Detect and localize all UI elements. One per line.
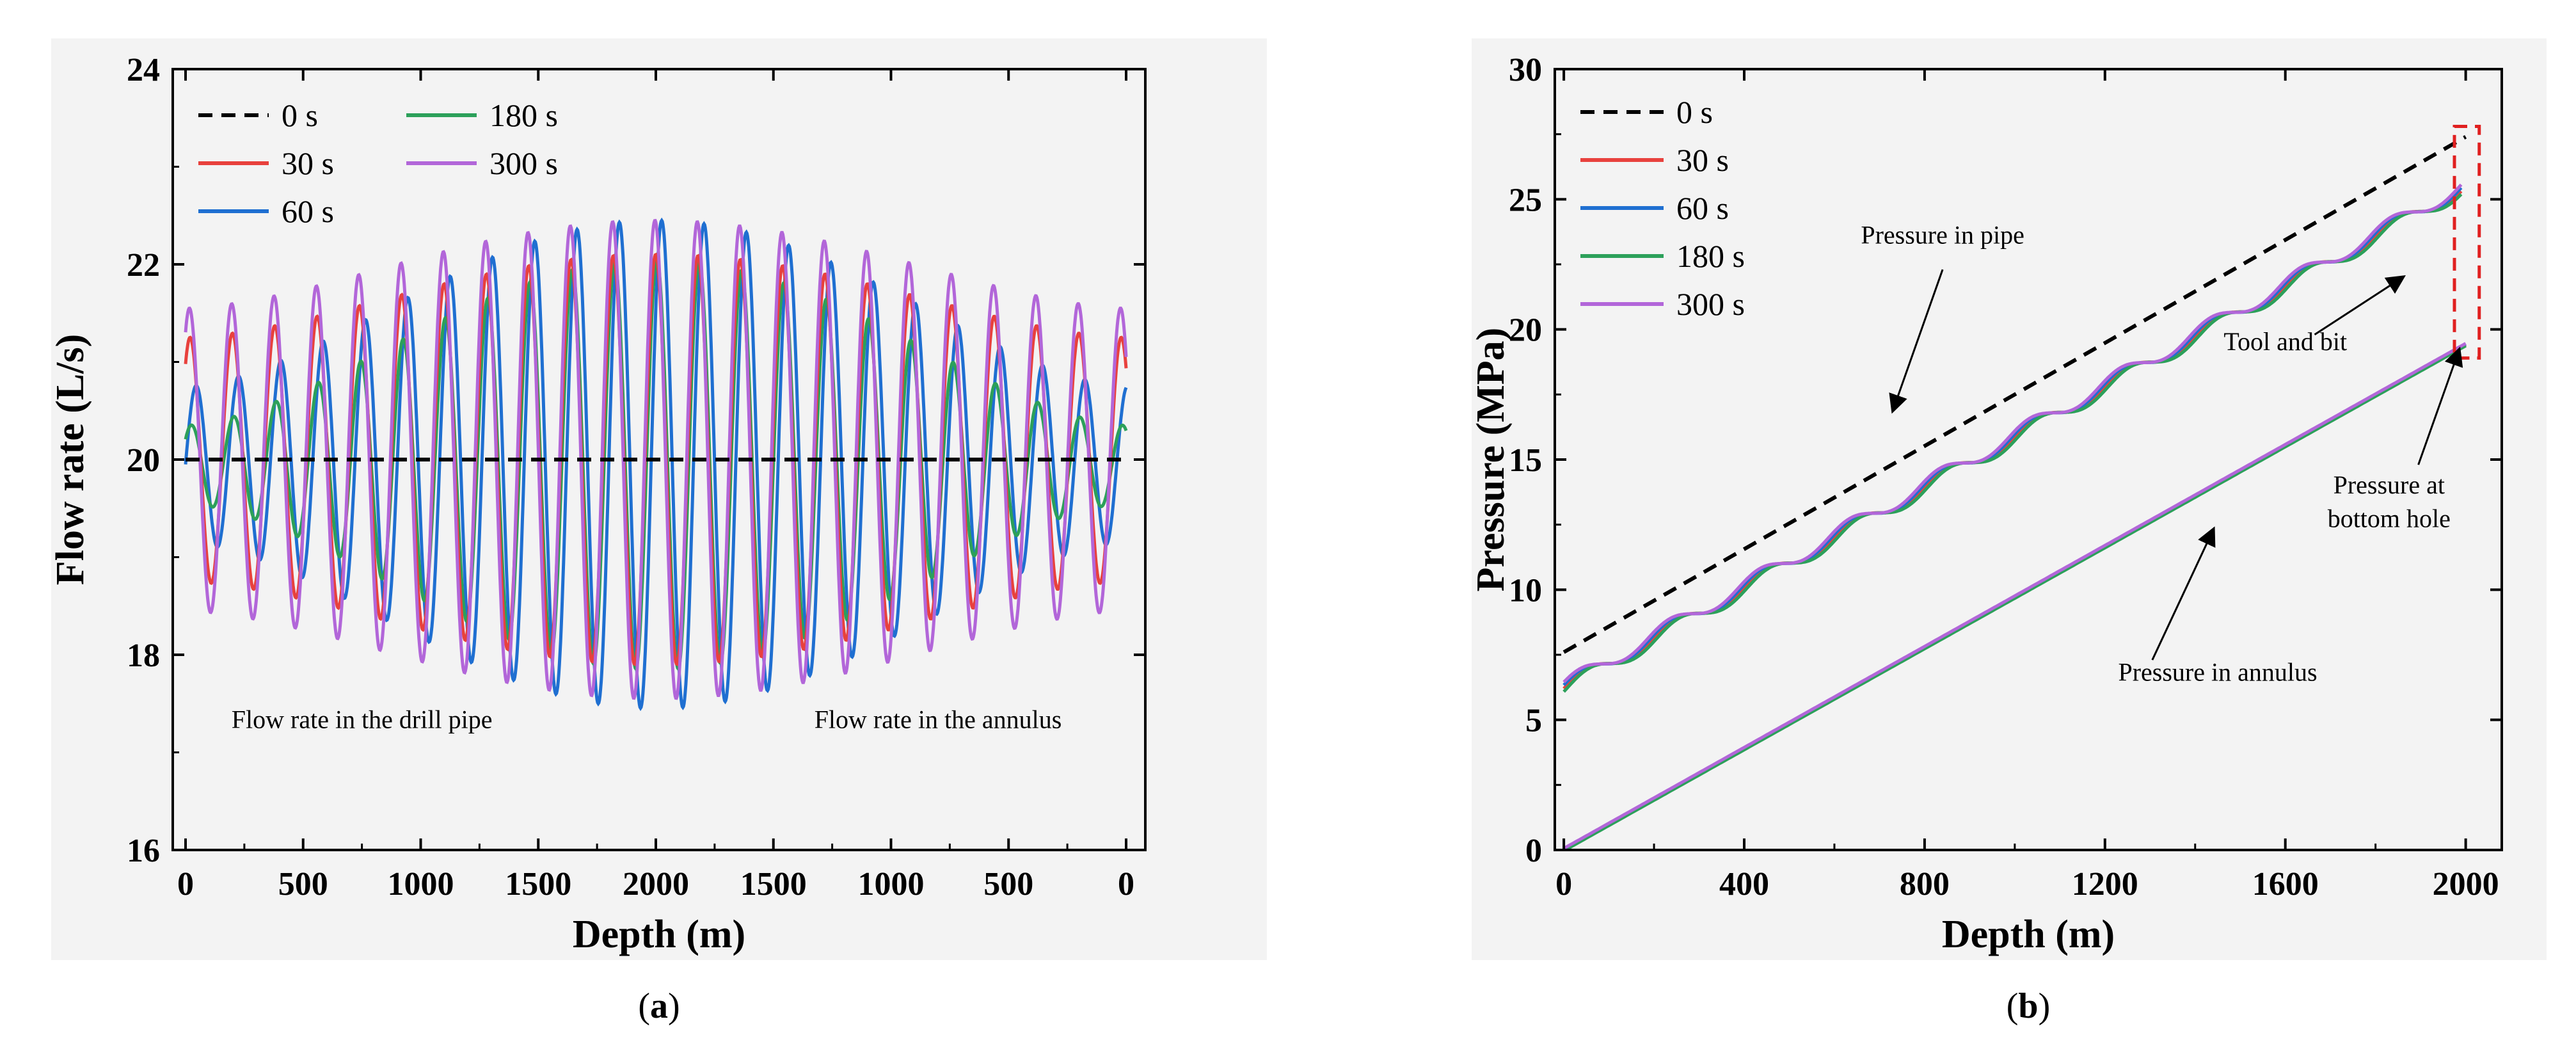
legend-label-30s: 30 s [282, 145, 334, 181]
legend-label-60s: 60 s [282, 193, 334, 229]
series-line-300s-pipe [1562, 183, 2463, 684]
chart-b-annotation: Tool and bit [2223, 327, 2347, 356]
arrow-tool-and-bit [2314, 275, 2406, 336]
legend-label-180s: 180 s [1676, 238, 1745, 274]
x-tick-label: 1000 [388, 866, 454, 902]
chart-a-series-group [184, 217, 1128, 712]
arrow-annulus-pressure [2151, 526, 2216, 661]
y-tick-label: 20 [127, 442, 160, 479]
chart-a-annotation: Flow rate in the drill pipe [232, 705, 493, 733]
x-tick-label: 800 [1900, 866, 1950, 902]
x-tick-label: 1500 [740, 866, 807, 902]
y-tick-label: 24 [127, 52, 160, 88]
x-tick-label: 1200 [2072, 866, 2138, 902]
legend-label-0s: 0 s [1676, 94, 1713, 130]
chart-b-axes: 0 5 10 15 20 25 30 0 400 800 1200 1600 2000 [1509, 52, 2503, 902]
x-tick-label: 1000 [858, 866, 925, 902]
series-line-0s-pipe [1562, 135, 2467, 654]
chart-flow-rate-panel: 16 18 20 22 24 0 500 1000 1500 2000 1500 1000 500 0 0… [49, 38, 1267, 1026]
legend-label-60s: 60 s [1676, 190, 1729, 226]
x-tick-label: 2000 [2433, 866, 2499, 902]
chart-a-plot-area [184, 217, 1128, 712]
y-tick-label: 0 [1525, 833, 1542, 869]
series-line-300s-annulus [1562, 342, 2467, 850]
chart-b-annotation: Pressure at [2334, 470, 2445, 499]
chart-a-axes: 16 18 20 22 24 0 500 1000 1500 2000 1500 1000 500 0 [127, 52, 1147, 902]
x-tick-label: 500 [278, 866, 328, 902]
chart-b-annotation: Pressure in pipe [1861, 220, 2024, 249]
chart-a-annotation: Flow rate in the annulus [815, 705, 1062, 733]
chart-b-annotation: Pressure in annulus [2118, 658, 2317, 687]
y-tick-label: 20 [1509, 312, 1542, 349]
y-tick-label: 18 [127, 637, 160, 674]
series-line-300s [184, 218, 1128, 700]
x-tick-label: 0 [1118, 866, 1134, 902]
chart-b-legend: 0 s 30 s 60 s 180 s 300 s [1580, 94, 1745, 322]
y-tick-label: 30 [1509, 52, 1542, 88]
y-tick-label: 22 [127, 247, 160, 284]
legend-label-300s: 300 s [1676, 286, 1745, 322]
legend-label-30s: 30 s [1676, 142, 1729, 178]
chart-b-annotations: Pressure in pipe Tool and bit Pressure at b… [1861, 220, 2463, 687]
chart-b-annotation: bottom hole [2328, 504, 2451, 533]
chart-a-annotations: Flow rate in the drill pipe Flow rate in … [232, 705, 1062, 733]
y-tick-label: 25 [1509, 182, 1542, 218]
chart-b-series-group [1562, 135, 2467, 850]
series-line-180s-annulus [1562, 344, 2467, 850]
tool-and-bit-highlight-box [2453, 124, 2481, 360]
chart-b-y-axis-label: Pressure (MPa) [1469, 328, 1513, 592]
legend-label-180s: 180 s [489, 97, 558, 133]
chart-a-y-axis-label: Flow rate (L/s) [49, 334, 92, 586]
series-line-180s [184, 257, 1128, 672]
chart-b-plot-area [1562, 124, 2481, 850]
series-line-180s-pipe [1562, 193, 2463, 693]
x-tick-label: 400 [1719, 866, 1769, 902]
chart-b-panel-label: (b) [2007, 986, 2050, 1026]
legend-label-300s: 300 s [489, 145, 558, 181]
chart-pressure-panel: 0 5 10 15 20 25 30 0 400 800 1200 1600 2000 0 s 30 s 6… [1469, 38, 2547, 1026]
chart-b-shadow [1472, 38, 2547, 960]
x-tick-label: 1600 [2252, 866, 2319, 902]
x-tick-label: 1500 [505, 866, 571, 902]
arrow-bottom-hole [2417, 346, 2463, 465]
y-tick-label: 5 [1525, 703, 1542, 739]
x-tick-label: 500 [983, 866, 1033, 902]
x-tick-label: 2000 [623, 866, 689, 902]
x-tick-label: 0 [177, 866, 194, 902]
chart-a-x-axis-label: Depth (m) [573, 913, 745, 956]
x-tick-label: 0 [1555, 866, 1572, 902]
chart-a-panel-label: (a) [638, 986, 680, 1026]
y-tick-label: 15 [1509, 442, 1542, 479]
y-tick-label: 10 [1509, 572, 1542, 609]
legend-label-0s: 0 s [282, 97, 318, 133]
chart-a-shadow [51, 38, 1267, 960]
chart-b-x-axis-label: Depth (m) [1942, 913, 2115, 956]
y-tick-label: 16 [127, 833, 160, 869]
arrow-pipe-pressure [1889, 269, 1944, 414]
chart-a-legend: 0 s 180 s 30 s 300 s 60 s [198, 97, 558, 229]
